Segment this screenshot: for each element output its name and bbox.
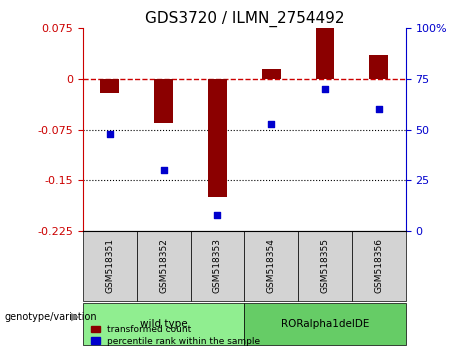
Title: GDS3720 / ILMN_2754492: GDS3720 / ILMN_2754492 (145, 11, 344, 27)
Bar (100, 79, 119, 92)
FancyBboxPatch shape (352, 231, 406, 301)
FancyBboxPatch shape (190, 231, 244, 301)
Text: RORalpha1delDE: RORalpha1delDE (281, 319, 369, 329)
Point (321, 86, 329, 92)
Bar (154, 79, 173, 123)
FancyBboxPatch shape (83, 303, 244, 344)
FancyBboxPatch shape (244, 303, 406, 344)
Text: genotype/variation: genotype/variation (5, 312, 97, 322)
Bar (262, 69, 281, 79)
Point (267, 121, 275, 126)
Bar (316, 28, 334, 79)
Text: GSM518352: GSM518352 (159, 238, 168, 293)
FancyBboxPatch shape (244, 231, 298, 301)
Text: GSM518356: GSM518356 (374, 238, 383, 293)
FancyBboxPatch shape (137, 231, 190, 301)
Point (375, 107, 383, 112)
Point (214, 212, 221, 218)
Point (160, 167, 167, 173)
Text: GSM518351: GSM518351 (106, 238, 114, 293)
Bar (369, 55, 388, 79)
Text: GSM518355: GSM518355 (320, 238, 330, 293)
FancyBboxPatch shape (298, 231, 352, 301)
Legend: transformed count, percentile rank within the sample: transformed count, percentile rank withi… (88, 321, 264, 349)
Text: GSM518354: GSM518354 (267, 238, 276, 293)
Text: wild type: wild type (140, 319, 188, 329)
Point (106, 131, 113, 137)
Text: GSM518353: GSM518353 (213, 238, 222, 293)
Text: ▶: ▶ (71, 312, 80, 322)
Bar (208, 79, 227, 197)
FancyBboxPatch shape (83, 231, 137, 301)
